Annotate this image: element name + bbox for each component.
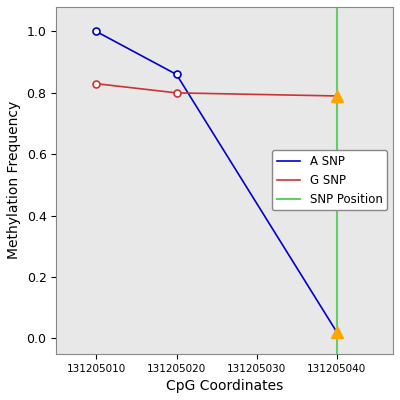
Y-axis label: Methylation Frequency: Methylation Frequency — [7, 101, 21, 260]
X-axis label: CpG Coordinates: CpG Coordinates — [166, 379, 283, 393]
Legend: A SNP, G SNP, SNP Position: A SNP, G SNP, SNP Position — [272, 150, 387, 210]
